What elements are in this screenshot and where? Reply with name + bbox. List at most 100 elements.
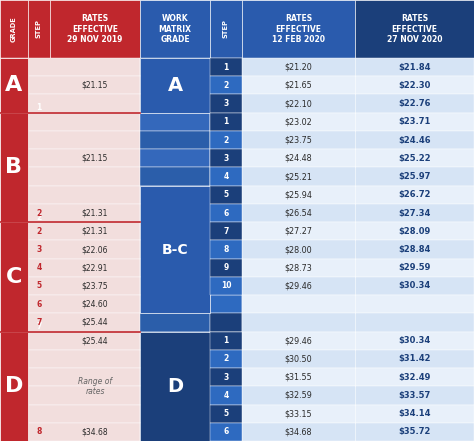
Bar xyxy=(210,186,242,204)
Text: $34.68: $34.68 xyxy=(82,427,109,437)
Bar xyxy=(210,94,242,113)
Bar xyxy=(242,386,474,404)
Text: $34.68: $34.68 xyxy=(285,427,312,437)
Text: STEP: STEP xyxy=(36,19,42,38)
Text: 8: 8 xyxy=(36,427,42,437)
Bar xyxy=(210,277,242,295)
Bar xyxy=(140,113,210,131)
Text: 10: 10 xyxy=(221,281,231,291)
Text: $33.57: $33.57 xyxy=(398,391,430,400)
Bar xyxy=(210,277,242,295)
Text: B-C: B-C xyxy=(162,243,188,257)
Bar xyxy=(140,76,210,94)
Bar xyxy=(0,368,140,386)
Bar xyxy=(210,149,242,168)
Text: $25.44: $25.44 xyxy=(82,336,109,345)
Text: 3: 3 xyxy=(223,373,228,381)
Text: $25.97: $25.97 xyxy=(398,172,431,181)
Bar xyxy=(140,295,210,314)
Bar xyxy=(0,423,140,441)
Text: 7: 7 xyxy=(223,227,228,236)
Bar xyxy=(0,113,140,131)
Bar xyxy=(140,58,210,76)
Text: $23.75: $23.75 xyxy=(284,135,312,145)
Text: $21.31: $21.31 xyxy=(82,209,108,217)
Text: 1: 1 xyxy=(36,103,42,112)
Bar xyxy=(0,94,140,113)
Text: 6: 6 xyxy=(223,427,228,437)
Bar xyxy=(0,58,140,76)
Bar xyxy=(210,0,242,58)
Bar xyxy=(0,314,140,332)
Text: $31.55: $31.55 xyxy=(284,373,312,381)
Text: $29.59: $29.59 xyxy=(398,263,431,272)
Bar xyxy=(210,94,242,113)
Bar xyxy=(0,277,140,295)
Bar xyxy=(140,0,210,58)
Text: Range of
rates: Range of rates xyxy=(78,377,112,396)
Text: $25.21: $25.21 xyxy=(284,172,312,181)
Bar xyxy=(210,204,242,222)
Text: $30.50: $30.50 xyxy=(285,355,312,363)
Text: B: B xyxy=(6,157,22,177)
Bar xyxy=(210,368,242,386)
Bar xyxy=(0,240,140,258)
Bar xyxy=(0,258,140,277)
Text: $32.49: $32.49 xyxy=(398,373,431,381)
Text: $24.46: $24.46 xyxy=(398,135,431,145)
Bar xyxy=(0,222,140,240)
Bar xyxy=(210,204,242,222)
Bar xyxy=(0,404,140,423)
Bar xyxy=(210,350,242,368)
Text: STEP: STEP xyxy=(223,19,229,38)
Text: $31.42: $31.42 xyxy=(398,355,431,363)
Bar xyxy=(210,423,242,441)
Text: $34.14: $34.14 xyxy=(398,409,431,418)
Bar xyxy=(210,113,242,131)
Bar xyxy=(242,404,474,423)
Text: $22.30: $22.30 xyxy=(398,81,431,90)
Bar xyxy=(210,222,242,240)
Bar xyxy=(242,76,474,94)
Bar xyxy=(140,277,210,295)
Bar xyxy=(242,113,474,131)
Bar xyxy=(210,314,242,332)
Text: $29.46: $29.46 xyxy=(284,336,312,345)
Bar xyxy=(0,149,140,168)
Bar xyxy=(242,149,474,168)
Text: 4: 4 xyxy=(223,172,228,181)
Bar xyxy=(210,113,242,131)
Bar xyxy=(140,350,210,368)
Text: 1: 1 xyxy=(223,117,228,126)
Bar xyxy=(140,423,210,441)
Bar xyxy=(210,149,242,168)
Text: 7: 7 xyxy=(36,318,42,327)
Text: $30.34: $30.34 xyxy=(398,336,430,345)
Text: $26.72: $26.72 xyxy=(398,190,431,199)
Bar xyxy=(210,131,242,149)
Text: A: A xyxy=(167,76,182,95)
Bar xyxy=(242,204,474,222)
Bar xyxy=(210,404,242,423)
Bar xyxy=(0,332,140,350)
Bar xyxy=(242,277,474,295)
Bar xyxy=(140,186,210,204)
Bar xyxy=(210,76,242,94)
Text: 2: 2 xyxy=(36,227,42,236)
Text: 9: 9 xyxy=(223,263,228,272)
Text: $21.20: $21.20 xyxy=(284,63,312,71)
Text: $21.65: $21.65 xyxy=(284,81,312,90)
Bar xyxy=(0,186,140,204)
Bar xyxy=(140,131,210,149)
Bar xyxy=(210,350,242,368)
Text: RATES
EFFECTIVE
29 NOV 2019: RATES EFFECTIVE 29 NOV 2019 xyxy=(67,14,123,44)
Text: RATES
EFFECTIVE
12 FEB 2020: RATES EFFECTIVE 12 FEB 2020 xyxy=(272,14,325,44)
Bar xyxy=(355,0,474,58)
Bar xyxy=(210,386,242,404)
Text: $33.15: $33.15 xyxy=(285,409,312,418)
Bar xyxy=(242,240,474,258)
Text: 3: 3 xyxy=(223,154,228,163)
Bar xyxy=(140,386,210,404)
Bar xyxy=(210,258,242,277)
Bar xyxy=(210,332,242,350)
